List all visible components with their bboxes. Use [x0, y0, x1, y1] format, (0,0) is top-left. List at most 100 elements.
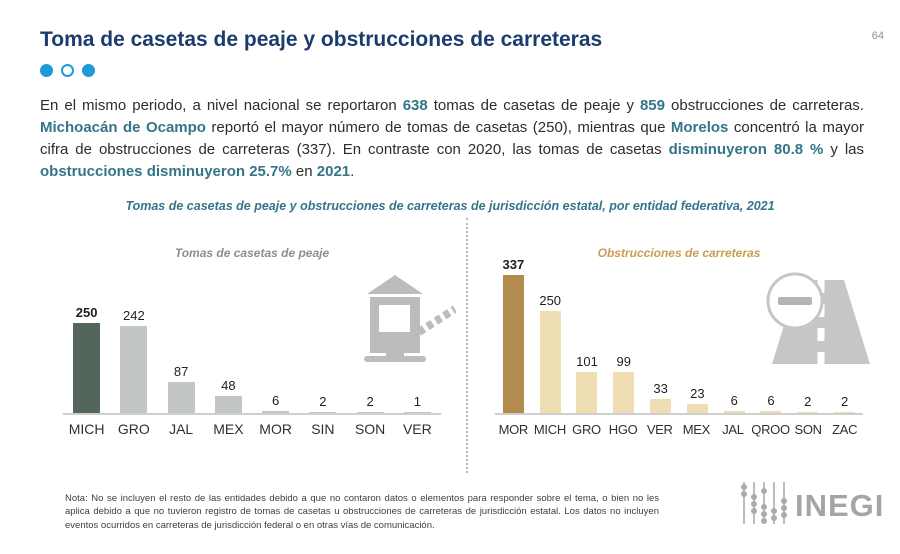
value-label: 1: [413, 393, 421, 409]
value-label: 2: [804, 393, 812, 409]
bar: [760, 410, 782, 413]
plot-area: 337 250 101 99 33 23 6 6 2 2: [495, 240, 863, 413]
category-label: QROO: [751, 422, 790, 437]
bar-column: 6: [716, 240, 753, 413]
category-label: MEX: [682, 422, 711, 437]
value-label: 2: [366, 393, 374, 409]
bar: [723, 410, 745, 413]
bar-column: 1: [394, 240, 441, 413]
toll-booth-icon: [356, 270, 458, 367]
bar-column: 2: [347, 240, 394, 413]
bar: [214, 395, 242, 413]
category-label: JAL: [722, 422, 744, 437]
bar-column: 250: [532, 240, 569, 413]
bar-column: 48: [205, 240, 252, 413]
tomas-casetas-chart: Tomas de casetas de peaje 250 242 87 48 6 2 2 1…: [63, 240, 441, 440]
category-label: MEX: [213, 421, 244, 437]
x-axis-labels: MICH GRO JAL MEX MOR SIN SON VER: [63, 421, 441, 437]
bar: [356, 411, 384, 413]
category-label: SIN: [311, 421, 335, 437]
category-label: JAL: [169, 421, 194, 437]
value-label: 99: [616, 354, 632, 370]
body-text: obstrucciones de carreteras.: [665, 97, 864, 114]
category-label: MICH: [68, 421, 105, 437]
value-label: 101: [576, 353, 598, 369]
bar: [262, 410, 290, 413]
obstrucciones-chart: Obstrucciones de carreteras 337 250 101 99 3…: [495, 240, 863, 440]
highlighted-text: 859: [639, 97, 665, 114]
footnote: Nota: No se incluyen el resto de las ent…: [65, 493, 659, 531]
bar: [613, 372, 635, 413]
value-label: 6: [767, 392, 775, 408]
bar: [167, 381, 195, 413]
chart-title: Tomas de casetas de peaje: [174, 246, 330, 260]
bar: [650, 399, 672, 413]
inegi-logo-text: INEGI: [795, 487, 885, 523]
value-label: 2: [319, 393, 327, 409]
category-label: ZAC: [832, 422, 858, 437]
bar: [576, 371, 598, 413]
body-text: en: [291, 163, 317, 180]
bar-column: 101: [569, 240, 606, 413]
category-label: VER: [402, 421, 432, 437]
bar: [686, 403, 708, 413]
value-label: 6: [730, 392, 738, 408]
value-label: 2: [840, 393, 849, 409]
category-label: GRO: [572, 422, 601, 437]
charts-divider: [466, 218, 468, 473]
bar-column: 99: [605, 240, 642, 413]
body-text: .: [350, 163, 355, 180]
highlighted-text: 2021: [316, 163, 351, 180]
value-label: 23: [690, 385, 705, 401]
bar-column: 23: [679, 240, 716, 413]
highlighted-text: disminuyeron 80.8 %: [668, 141, 824, 158]
body-text: tomas de casetas de peaje y: [427, 97, 640, 114]
bar-column: 2: [789, 240, 826, 413]
category-label: MICH: [533, 422, 566, 437]
x-axis-line: [495, 413, 863, 415]
progress-dot: [82, 64, 95, 77]
chart-section-title: Tomas de casetas de peaje y obstruccione…: [125, 199, 775, 213]
intro-paragraph: En el mismo periodo, a nivel nacional se…: [40, 95, 864, 183]
progress-dot: [40, 64, 53, 77]
bar-column: 242: [110, 240, 157, 413]
category-label: SON: [354, 421, 386, 437]
bar-column: 337: [495, 240, 532, 413]
progress-dots: [40, 64, 95, 77]
value-label: 250: [539, 292, 562, 308]
bar: [73, 323, 101, 413]
category-label: HGO: [608, 422, 638, 437]
bar-column: 2: [299, 240, 346, 413]
bar-column: 6: [252, 240, 299, 413]
bar: [502, 274, 524, 413]
plot-area: 250 242 87 48 6 2 2 1: [63, 240, 441, 413]
highlighted-text: Michoacán de Ocampo: [40, 119, 206, 136]
bar: [120, 325, 148, 413]
category-label: MOR: [259, 421, 292, 437]
bar: [797, 411, 819, 413]
x-axis-line: [63, 413, 441, 415]
bar: [309, 411, 337, 413]
bar: [403, 411, 431, 413]
value-label: 250: [75, 305, 98, 320]
body-text: reportó el mayor número de tomas de case…: [205, 119, 671, 136]
body-text: concentró la mayor cifra de obstruccione…: [40, 119, 864, 158]
value-label: 337: [502, 256, 525, 272]
inegi-logo: INEGI: [740, 480, 884, 531]
value-label: 6: [272, 392, 280, 408]
page-number: 64: [871, 30, 884, 42]
bar-column: 2: [826, 240, 863, 413]
bar: [834, 411, 856, 413]
value-label: 242: [123, 307, 145, 323]
road-obstruction-icon: [764, 268, 876, 375]
abacus-icon: [740, 480, 790, 531]
highlighted-text: 638: [402, 97, 428, 114]
body-text: y las: [823, 141, 865, 158]
body-text: En el mismo periodo, a nivel nacional se…: [40, 97, 403, 114]
value-label: 87: [173, 363, 189, 379]
value-label: 33: [653, 381, 668, 397]
category-label: VER: [646, 422, 673, 437]
category-label: SON: [794, 422, 822, 437]
category-label: GRO: [117, 421, 150, 437]
